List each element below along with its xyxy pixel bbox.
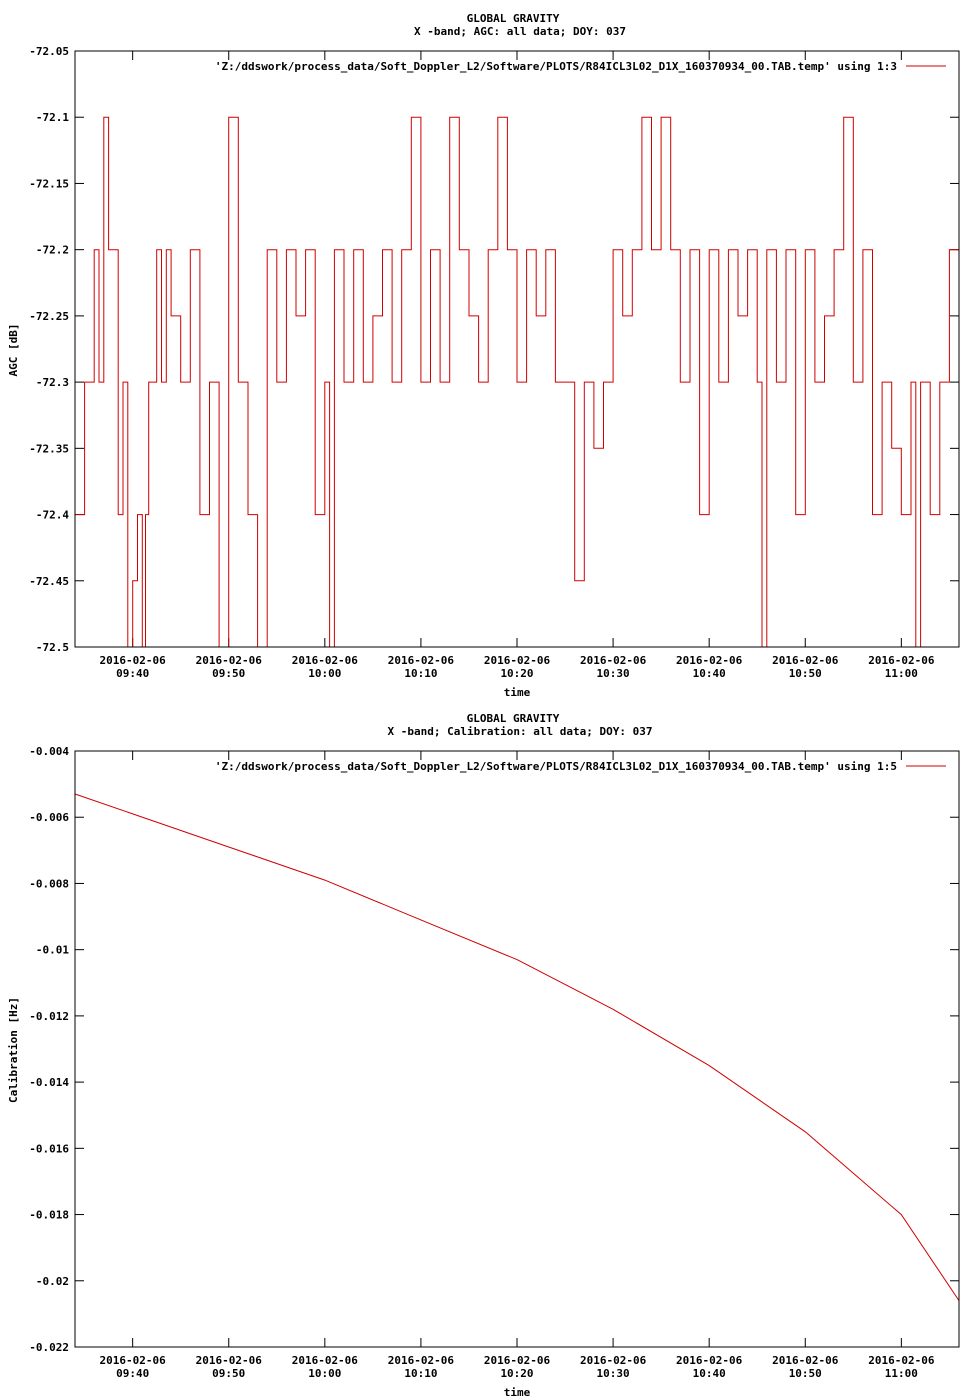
x-tick-label-date: 2016-02-06 [292, 654, 359, 667]
x-tick-label-time: 10:20 [500, 1367, 533, 1380]
x-ticks: 2016-02-0609:402016-02-0609:502016-02-06… [100, 51, 935, 680]
y-ticks: -0.004 -0.006 -0.008 -0.01 -0.012 -0.014 -0.01… [29, 745, 959, 1354]
x-tick-label-date: 2016-02-06 [676, 654, 743, 667]
x-tick-label-time: 10:10 [404, 1367, 437, 1380]
y-tick-label: -72.3 [36, 376, 69, 389]
y-tick-label: -72.1 [36, 111, 69, 124]
series-group [75, 116, 960, 648]
y-tick-label: -0.018 [29, 1209, 69, 1222]
y-tick-label: -0.022 [29, 1341, 69, 1354]
plot-frame [74, 750, 960, 1348]
x-tick-label-date: 2016-02-06 [868, 654, 935, 667]
x-tick-label-date: 2016-02-06 [100, 1354, 167, 1367]
x-tick-label-time: 09:40 [116, 667, 149, 680]
x-tick-label-date: 2016-02-06 [868, 1354, 935, 1367]
y-axis-label: AGC [dB] [7, 324, 20, 377]
y-tick-label: -72.35 [29, 442, 69, 455]
x-tick-label-date: 2016-02-06 [580, 654, 647, 667]
x-tick-label-date: 2016-02-06 [484, 1354, 551, 1367]
x-ticks: 2016-02-0609:402016-02-0609:502016-02-06… [100, 751, 935, 1380]
series-group [74, 793, 960, 1301]
legend-label: 'Z:/ddswork/process_data/Soft_Doppler_L2… [215, 60, 897, 73]
x-tick-label-date: 2016-02-06 [772, 654, 839, 667]
legend-label: 'Z:/ddswork/process_data/Soft_Doppler_L2… [215, 760, 897, 773]
series-line [74, 793, 960, 1301]
y-tick-label: -72.15 [29, 177, 69, 190]
y-tick-label: -72.25 [29, 310, 69, 323]
y-tick-label: -72.45 [29, 575, 69, 588]
x-tick-label-date: 2016-02-06 [196, 1354, 263, 1367]
x-tick-label-time: 11:00 [885, 1367, 918, 1380]
x-tick-label-time: 10:30 [597, 1367, 630, 1380]
x-axis-label: time [504, 1386, 531, 1399]
y-tick-label: -0.012 [29, 1010, 69, 1023]
y-tick-label: -72.5 [36, 641, 69, 654]
y-tick-label: -0.016 [29, 1142, 69, 1155]
x-tick-label-time: 10:40 [693, 667, 726, 680]
calibration-chart: GLOBAL GRAVITY X -band; Calibration: all… [7, 712, 960, 1399]
chart-subtitle: X -band; AGC: all data; DOY: 037 [414, 25, 626, 38]
chart-title: GLOBAL GRAVITY [467, 712, 560, 725]
y-tick-label: -72.05 [29, 45, 69, 58]
x-tick-label-time: 09:50 [212, 667, 245, 680]
y-tick-label: -0.006 [29, 811, 69, 824]
series-line [75, 116, 960, 648]
x-tick-label-date: 2016-02-06 [100, 654, 167, 667]
chart-subtitle: X -band; Calibration: all data; DOY: 037 [388, 725, 653, 738]
y-tick-label: -72.4 [36, 509, 69, 522]
x-tick-label-time: 10:10 [404, 667, 437, 680]
y-ticks: -72.05 -72.1 -72.15 -72.2 -72.25 -72.3 -72.35 -… [29, 45, 959, 654]
y-tick-label: -0.004 [29, 745, 69, 758]
x-tick-label-time: 10:50 [789, 1367, 822, 1380]
x-tick-label-date: 2016-02-06 [388, 1354, 455, 1367]
y-tick-label: -0.01 [36, 944, 69, 957]
x-tick-label-date: 2016-02-06 [772, 1354, 839, 1367]
y-axis-label: Calibration [Hz] [7, 997, 20, 1103]
x-tick-label-time: 10:40 [693, 1367, 726, 1380]
x-tick-label-time: 10:20 [500, 667, 533, 680]
x-tick-label-time: 10:00 [308, 1367, 341, 1380]
x-tick-label-time: 10:30 [597, 667, 630, 680]
x-tick-label-date: 2016-02-06 [388, 654, 455, 667]
x-tick-label-time: 09:40 [116, 1367, 149, 1380]
x-tick-label-time: 10:00 [308, 667, 341, 680]
chart-title: GLOBAL GRAVITY [467, 12, 560, 25]
agc-chart: GLOBAL GRAVITY X -band; AGC: all data; D… [7, 12, 960, 699]
x-tick-label-time: 09:50 [212, 1367, 245, 1380]
y-tick-label: -0.02 [36, 1275, 69, 1288]
x-tick-label-date: 2016-02-06 [292, 1354, 359, 1367]
y-tick-label: -0.014 [29, 1076, 69, 1089]
plot-frame [74, 50, 960, 648]
x-tick-label-date: 2016-02-06 [484, 654, 551, 667]
x-tick-label-date: 2016-02-06 [196, 654, 263, 667]
x-axis-label: time [504, 686, 531, 699]
y-tick-label: -72.2 [36, 244, 69, 257]
x-tick-label-time: 10:50 [789, 667, 822, 680]
x-tick-label-date: 2016-02-06 [676, 1354, 743, 1367]
x-tick-label-time: 11:00 [885, 667, 918, 680]
y-tick-label: -0.008 [29, 877, 69, 890]
x-tick-label-date: 2016-02-06 [580, 1354, 647, 1367]
